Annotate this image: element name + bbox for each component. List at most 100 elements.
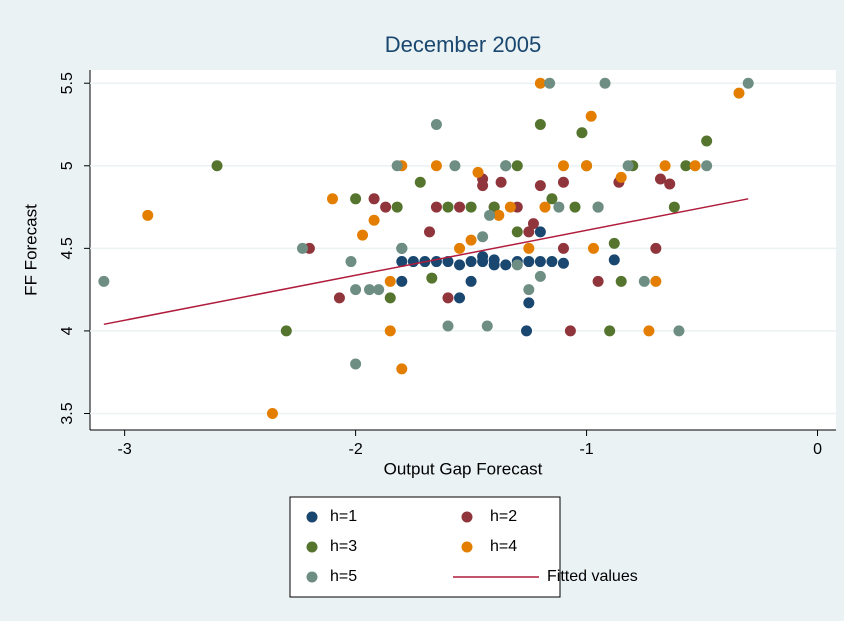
point [534, 77, 546, 89]
point [477, 251, 489, 263]
point [534, 118, 546, 130]
point [142, 209, 154, 221]
point [557, 242, 569, 254]
point [523, 226, 535, 238]
point [345, 256, 357, 268]
point [592, 275, 604, 287]
point [454, 242, 466, 254]
point [465, 275, 477, 287]
point [523, 297, 535, 309]
point [430, 201, 442, 213]
point [454, 292, 466, 304]
point [424, 226, 436, 238]
point [557, 176, 569, 188]
x-tick-label: -1 [579, 441, 593, 458]
point [266, 407, 278, 419]
point [396, 363, 408, 375]
point [527, 218, 539, 230]
point [488, 259, 500, 271]
legend-label: h=5 [330, 568, 357, 585]
point [391, 201, 403, 213]
point [368, 214, 380, 226]
point [488, 201, 500, 213]
point [504, 201, 516, 213]
y-tick-label: 5.5 [59, 72, 76, 94]
point [465, 256, 477, 268]
point [546, 256, 558, 268]
legend-label: h=2 [490, 508, 517, 525]
point [546, 193, 558, 205]
point [500, 259, 512, 271]
point [380, 201, 392, 213]
point [615, 171, 627, 183]
point [638, 275, 650, 287]
point [534, 226, 546, 238]
point [430, 256, 442, 268]
point [643, 325, 655, 337]
point [442, 256, 454, 268]
point [587, 242, 599, 254]
point [384, 275, 396, 287]
point [733, 87, 745, 99]
point [384, 292, 396, 304]
point [414, 176, 426, 188]
point [481, 320, 493, 332]
y-tick-label: 4 [59, 326, 76, 335]
point [350, 358, 362, 370]
point [430, 160, 442, 172]
point [484, 209, 496, 221]
point [350, 284, 362, 296]
point [742, 77, 754, 89]
legend-marker [306, 571, 318, 583]
point [493, 209, 505, 221]
point [391, 160, 403, 172]
point [680, 160, 692, 172]
point [350, 193, 362, 205]
point [539, 201, 551, 213]
point [211, 160, 223, 172]
fit-line [103, 198, 749, 326]
point [534, 180, 546, 192]
point [701, 160, 713, 172]
point [368, 193, 380, 205]
point [523, 284, 535, 296]
point [689, 160, 701, 172]
point [569, 201, 581, 213]
point [659, 160, 671, 172]
legend-marker [306, 541, 318, 553]
point [465, 234, 477, 246]
x-tick-label: 0 [813, 441, 822, 458]
point [454, 201, 466, 213]
point [521, 325, 533, 337]
point [296, 242, 308, 254]
point [585, 110, 597, 122]
point [557, 257, 569, 269]
point [442, 201, 454, 213]
point [534, 270, 546, 282]
point [553, 201, 565, 213]
point [615, 275, 627, 287]
point [396, 275, 408, 287]
point [98, 275, 110, 287]
point [664, 178, 676, 190]
point [327, 193, 339, 205]
legend-label: h=1 [330, 508, 357, 525]
legend [289, 496, 561, 598]
point [673, 325, 685, 337]
point [465, 201, 477, 213]
legend-marker [461, 511, 473, 523]
y-tick-label: 5 [59, 161, 76, 170]
point [442, 320, 454, 332]
x-axis-label: Output Gap Forecast [384, 459, 543, 478]
point [357, 229, 369, 241]
point [650, 275, 662, 287]
point [500, 160, 512, 172]
point [333, 292, 345, 304]
point [442, 292, 454, 304]
point [668, 201, 680, 213]
point [477, 231, 489, 243]
point [523, 256, 535, 268]
point [396, 256, 408, 268]
legend-label: h=3 [330, 538, 357, 555]
